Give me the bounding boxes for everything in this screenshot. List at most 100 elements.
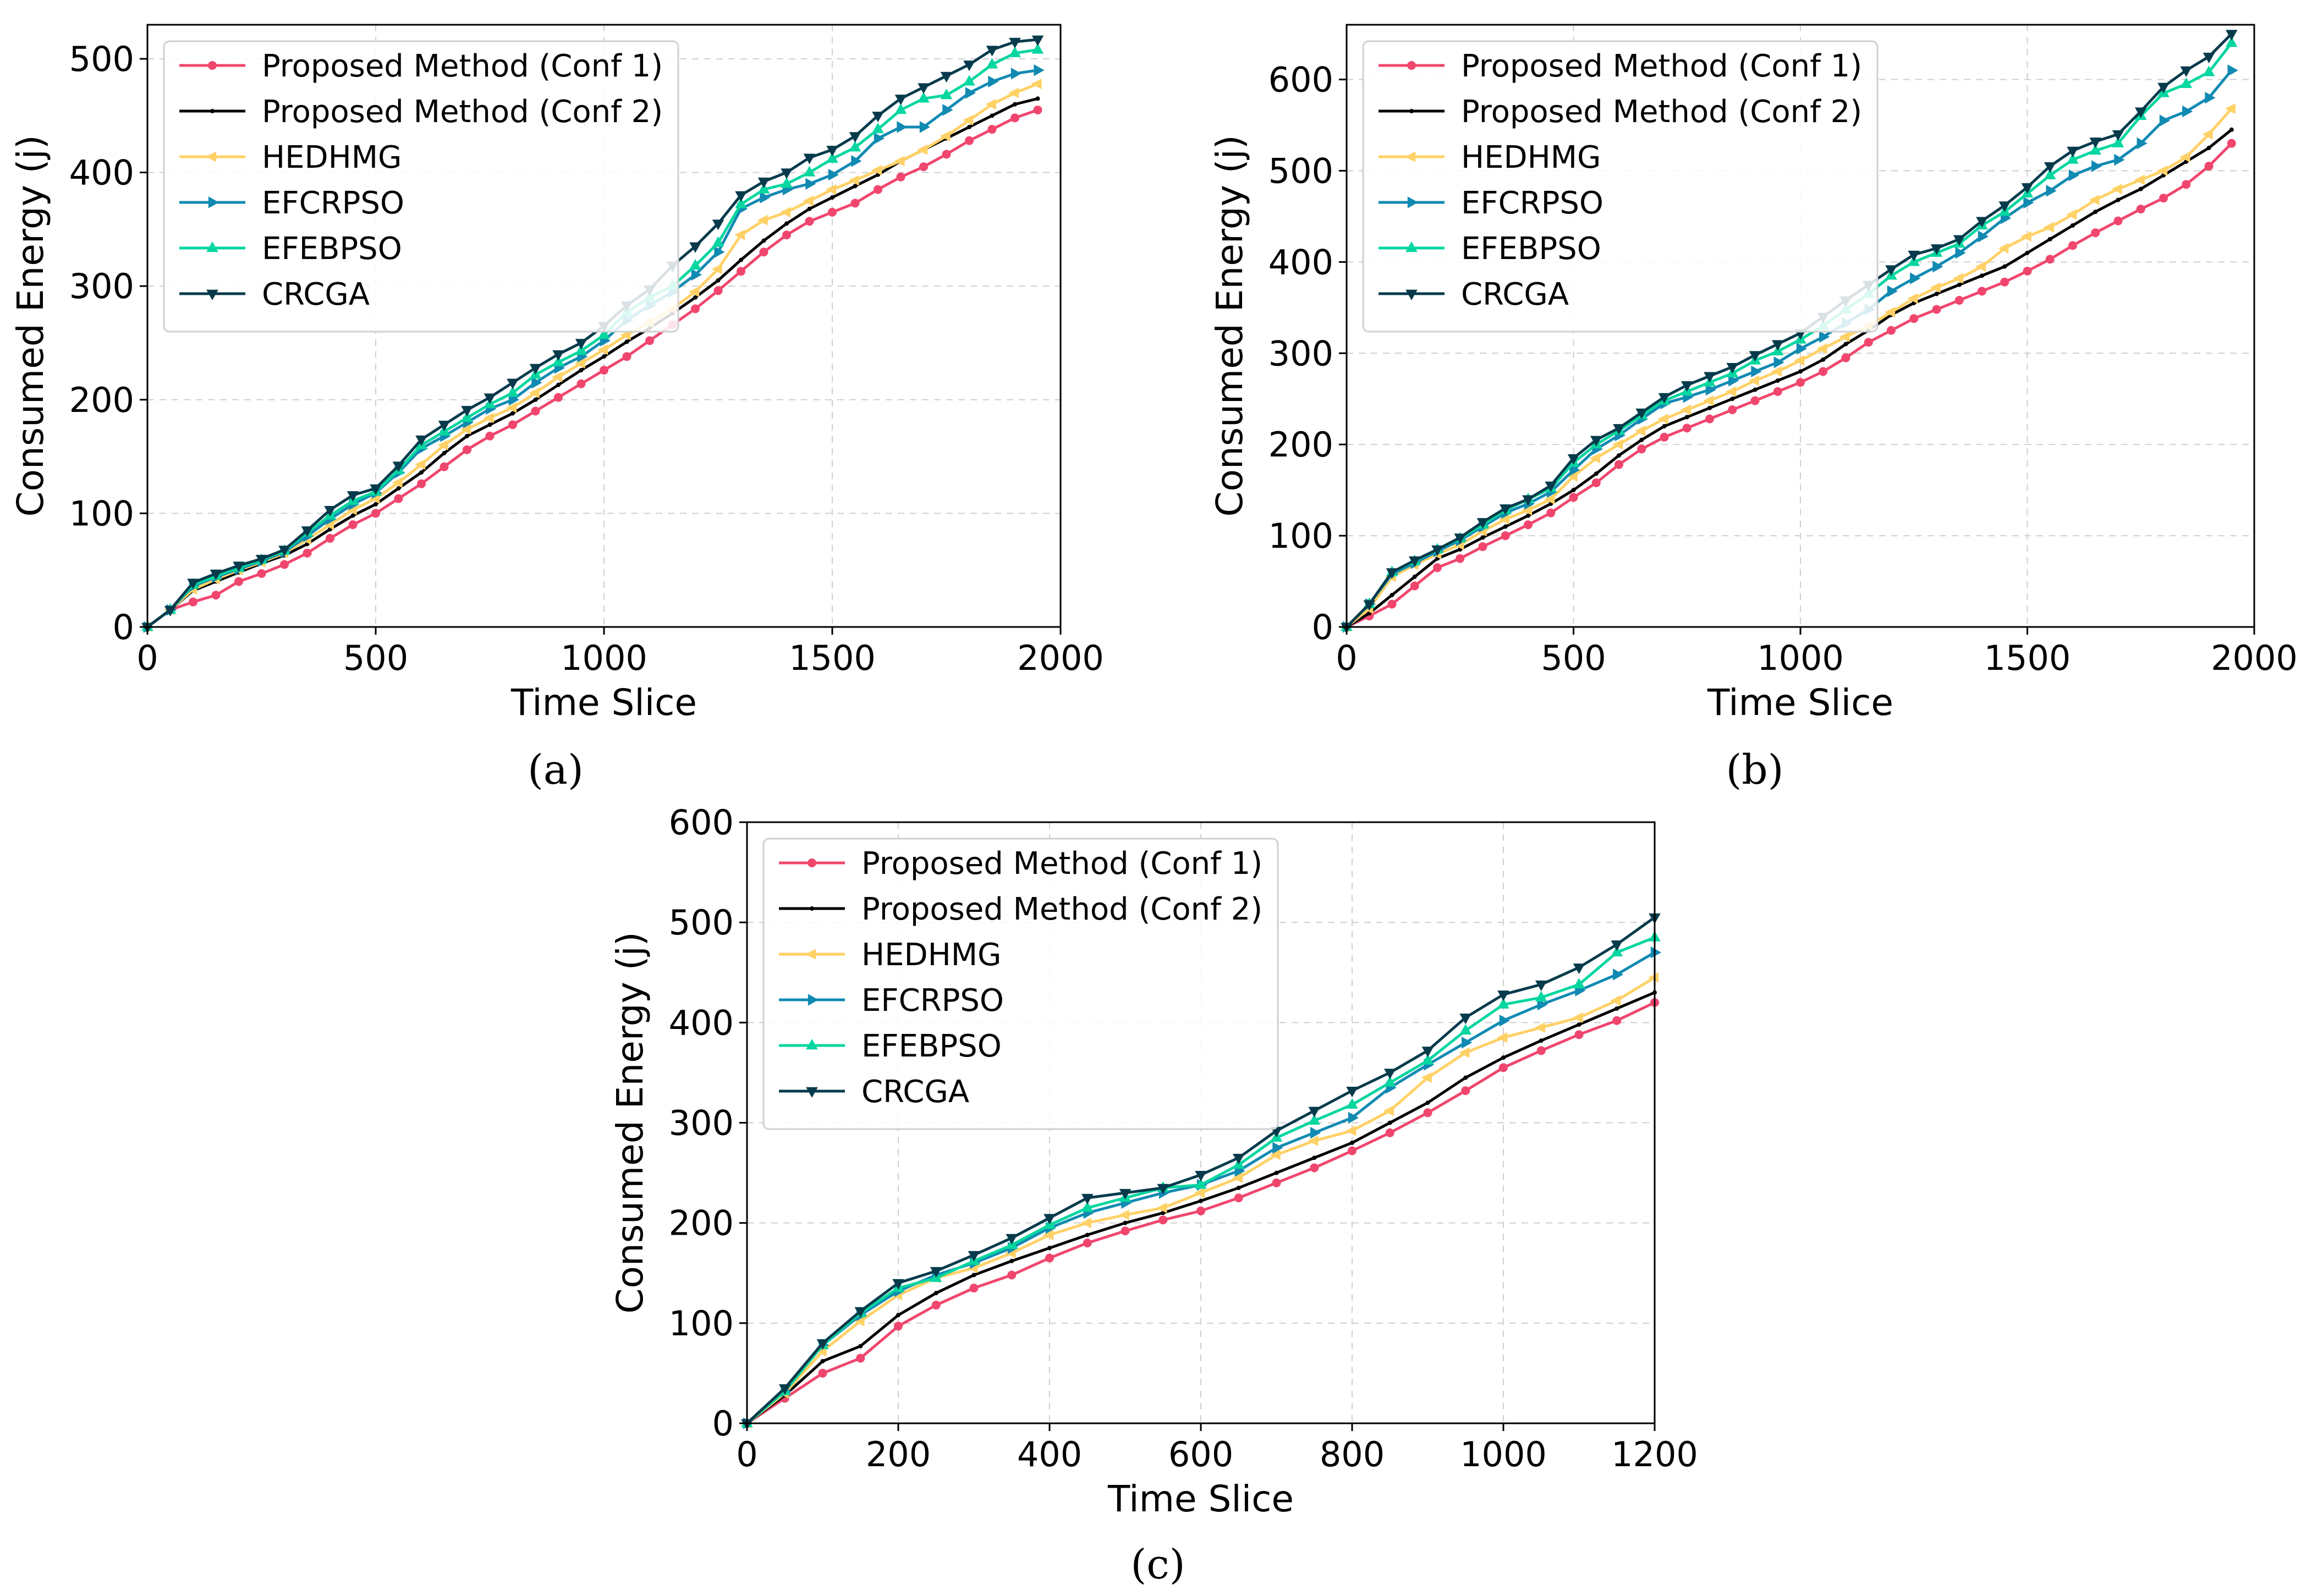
data-point (850, 199, 860, 208)
data-point (2206, 145, 2211, 150)
data-point (759, 247, 768, 257)
data-point (1773, 356, 1784, 368)
x-axis-label: Time Slice (510, 681, 697, 724)
data-point (963, 60, 975, 71)
x-axis-label: Time Slice (1107, 1478, 1294, 1520)
legend-swatch-marker (810, 906, 814, 911)
data-point (1043, 1229, 1054, 1241)
data-point (2112, 130, 2124, 141)
data-point (2112, 136, 2124, 147)
data-point (460, 423, 471, 435)
data-point (2091, 228, 2100, 238)
data-point (437, 439, 448, 451)
data-point (971, 1273, 976, 1278)
data-point (1819, 331, 1830, 343)
data-point (1348, 1111, 1359, 1124)
data-point (374, 502, 378, 507)
data-point (1501, 531, 1510, 541)
data-point (579, 368, 584, 373)
data-point (712, 236, 724, 247)
legend-swatch-marker (806, 1039, 818, 1050)
data-point (1387, 1120, 1392, 1125)
legend: Proposed Method (Conf 1) Proposed Method … (163, 40, 679, 333)
data-point (1156, 1202, 1167, 1213)
data-point (1272, 1142, 1283, 1154)
data-point (1657, 414, 1668, 425)
legend-swatch-marker (208, 196, 219, 208)
data-point (1476, 518, 1489, 529)
data-point (1123, 1220, 1128, 1225)
data-point (1910, 272, 1921, 285)
data-point (2225, 103, 2236, 114)
data-point (1363, 600, 1376, 611)
data-point (2138, 186, 2143, 191)
data-point (1501, 1055, 1506, 1060)
data-point (918, 92, 930, 103)
data-point (529, 364, 542, 375)
data-point (781, 177, 793, 188)
data-point (1908, 250, 1920, 262)
x-tick-label: 1500 (1984, 638, 2071, 678)
x-tick-label: 1000 (561, 638, 647, 678)
data-point (1524, 520, 1533, 530)
data-point (576, 379, 586, 388)
data-point (1456, 554, 1465, 563)
y-axis-label: Consumed Energy (j) (9, 135, 52, 516)
data-point (1423, 1108, 1432, 1118)
data-point (1346, 1098, 1358, 1109)
legend-label: Proposed Method (Conf 1) (1461, 48, 1862, 84)
data-point (2157, 82, 2170, 93)
x-tick-label: 1200 (1611, 1434, 1698, 1474)
data-point (347, 491, 359, 502)
data-point (1614, 1006, 1619, 1011)
data-point (818, 1368, 827, 1378)
data-point (1312, 1155, 1317, 1160)
data-point (1728, 405, 1737, 415)
series-3 (740, 972, 1659, 1429)
data-point (1085, 1232, 1090, 1237)
data-point (2227, 64, 2238, 76)
data-point (1008, 87, 1019, 98)
data-point (415, 459, 426, 470)
data-point (1199, 1198, 1203, 1203)
data-point (942, 150, 951, 159)
data-point (1385, 1128, 1394, 1137)
data-point (1459, 1023, 1472, 1035)
data-point (1031, 78, 1042, 90)
x-tick-label: 2000 (2211, 638, 2298, 678)
series-line (1346, 128, 2233, 629)
data-point (438, 421, 451, 432)
y-axis-label: Consumed Energy (j) (1209, 135, 1251, 516)
data-point (556, 382, 561, 387)
y-tick-label: 200 (1268, 425, 1333, 465)
data-point (1390, 592, 1394, 597)
data-point (2047, 236, 2052, 241)
data-point (552, 371, 563, 383)
data-point (780, 207, 791, 218)
data-point (1978, 287, 1986, 296)
data-point (1497, 990, 1509, 1001)
data-point (816, 1339, 829, 1350)
data-point (392, 477, 403, 488)
data-point (1383, 1105, 1394, 1116)
data-point (600, 366, 608, 375)
data-point (1635, 425, 1646, 436)
y-tick-label: 0 (712, 1404, 734, 1444)
legend-frame (1362, 40, 1879, 333)
data-point (2045, 255, 2055, 264)
data-point (1080, 1218, 1091, 1229)
data-point (189, 597, 197, 607)
legend-label: EFCRPSO (262, 185, 404, 221)
data-point (803, 195, 814, 206)
data-point (1930, 282, 1941, 293)
data-point (1387, 599, 1397, 609)
data-point (849, 132, 861, 143)
data-point (1539, 1038, 1544, 1043)
legend-label: Proposed Method (Conf 1) (861, 846, 1262, 882)
data-point (234, 577, 243, 586)
data-point (1954, 296, 1964, 305)
panel-label: (c) (1130, 1541, 1185, 1588)
data-point (164, 606, 177, 617)
data-point (1045, 1253, 1054, 1263)
data-point (1726, 386, 1737, 397)
